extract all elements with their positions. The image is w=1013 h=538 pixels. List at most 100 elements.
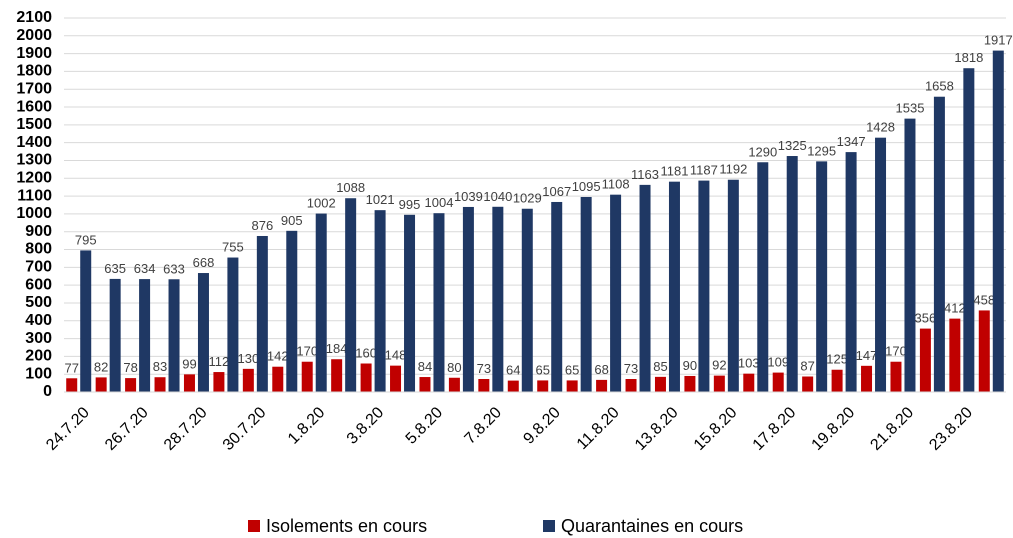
value-label: 83 (153, 359, 167, 374)
bar (743, 373, 755, 392)
y-tick-label: 1600 (16, 98, 52, 115)
bar (551, 201, 563, 392)
value-label: 1108 (602, 177, 630, 192)
value-label: 77 (64, 360, 78, 375)
bar (168, 279, 180, 392)
y-tick-label: 1300 (16, 152, 52, 169)
x-tick-label: 28.7.20 (161, 404, 211, 454)
value-label: 73 (624, 361, 638, 376)
bar (301, 361, 313, 392)
x-tick-label: 3.8.20 (344, 404, 388, 448)
value-label: 103 (738, 356, 760, 371)
value-label: 90 (683, 358, 697, 373)
y-tick-label: 1200 (16, 170, 52, 187)
bar (419, 377, 431, 392)
y-tick-label: 400 (25, 312, 52, 329)
value-label: 142 (267, 349, 289, 364)
y-tick-label: 800 (25, 241, 52, 258)
value-label: 170 (885, 344, 907, 359)
value-label: 65 (535, 362, 549, 377)
y-tick-label: 1000 (16, 205, 52, 222)
legend-label: Quarantaines en cours (561, 516, 743, 536)
value-label: 78 (123, 360, 137, 375)
value-label: 1535 (896, 101, 925, 116)
bar (109, 278, 121, 392)
y-tick-label: 1700 (16, 80, 52, 97)
legend-swatch (543, 520, 555, 532)
bar (639, 184, 651, 392)
value-label: 1295 (807, 143, 836, 158)
value-label: 1002 (307, 196, 336, 211)
value-label: 634 (134, 261, 156, 276)
bar (154, 377, 166, 392)
bar (772, 372, 784, 392)
bar (816, 161, 828, 392)
value-label: 1325 (778, 138, 807, 153)
bar (757, 162, 769, 392)
value-label: 1917 (984, 33, 1013, 48)
x-tick-label: 30.7.20 (220, 404, 270, 454)
bar (580, 196, 592, 392)
y-tick-label: 1800 (16, 63, 52, 80)
value-label: 84 (418, 359, 432, 374)
bar (919, 328, 931, 392)
bar (478, 378, 490, 392)
value-label: 1347 (837, 134, 866, 149)
value-label: 1181 (660, 164, 688, 179)
value-label: 633 (163, 261, 185, 276)
y-tick-label: 1100 (17, 187, 52, 204)
bar (213, 372, 225, 392)
bar (596, 379, 608, 392)
bar (625, 378, 637, 392)
value-label: 1029 (513, 191, 542, 206)
bar (80, 250, 92, 392)
value-label: 87 (800, 359, 814, 374)
y-tick-label: 0 (43, 383, 52, 400)
bar (286, 230, 298, 392)
y-tick-label: 100 (25, 365, 52, 382)
x-tick-label: 26.7.20 (102, 404, 152, 454)
value-label: 125 (826, 352, 848, 367)
bar (433, 213, 445, 392)
value-label: 668 (193, 255, 215, 270)
bar (978, 310, 990, 392)
bar (462, 206, 474, 392)
value-label: 1192 (719, 162, 747, 177)
value-label: 99 (182, 356, 196, 371)
value-label: 64 (506, 363, 520, 378)
bar (845, 152, 857, 392)
value-label: 1187 (690, 163, 718, 178)
bar (331, 359, 343, 392)
bar (861, 365, 873, 392)
bar (125, 378, 137, 392)
bar (95, 377, 107, 392)
bar (802, 376, 814, 392)
bar (963, 68, 975, 393)
value-label: 160 (355, 346, 377, 361)
bar (227, 257, 239, 392)
bar (949, 318, 961, 392)
bar (256, 235, 268, 392)
x-tick-label: 21.8.20 (867, 404, 917, 454)
bar (197, 273, 209, 392)
bar (654, 376, 666, 392)
value-label: 85 (653, 359, 667, 374)
value-label: 755 (222, 240, 244, 255)
bar (875, 137, 887, 392)
value-label: 80 (447, 360, 461, 375)
bar (272, 366, 284, 392)
value-label: 68 (594, 362, 608, 377)
bar (668, 181, 680, 392)
value-label: 130 (237, 351, 259, 366)
value-label: 82 (94, 359, 108, 374)
bar (374, 210, 386, 392)
value-label: 635 (104, 261, 126, 276)
bar (904, 118, 916, 392)
y-tick-label: 1500 (16, 116, 52, 133)
value-label: 1067 (542, 184, 571, 199)
value-label: 412 (944, 301, 966, 316)
value-label: 1004 (425, 195, 454, 210)
y-tick-label: 700 (25, 259, 52, 276)
bar (492, 206, 504, 392)
